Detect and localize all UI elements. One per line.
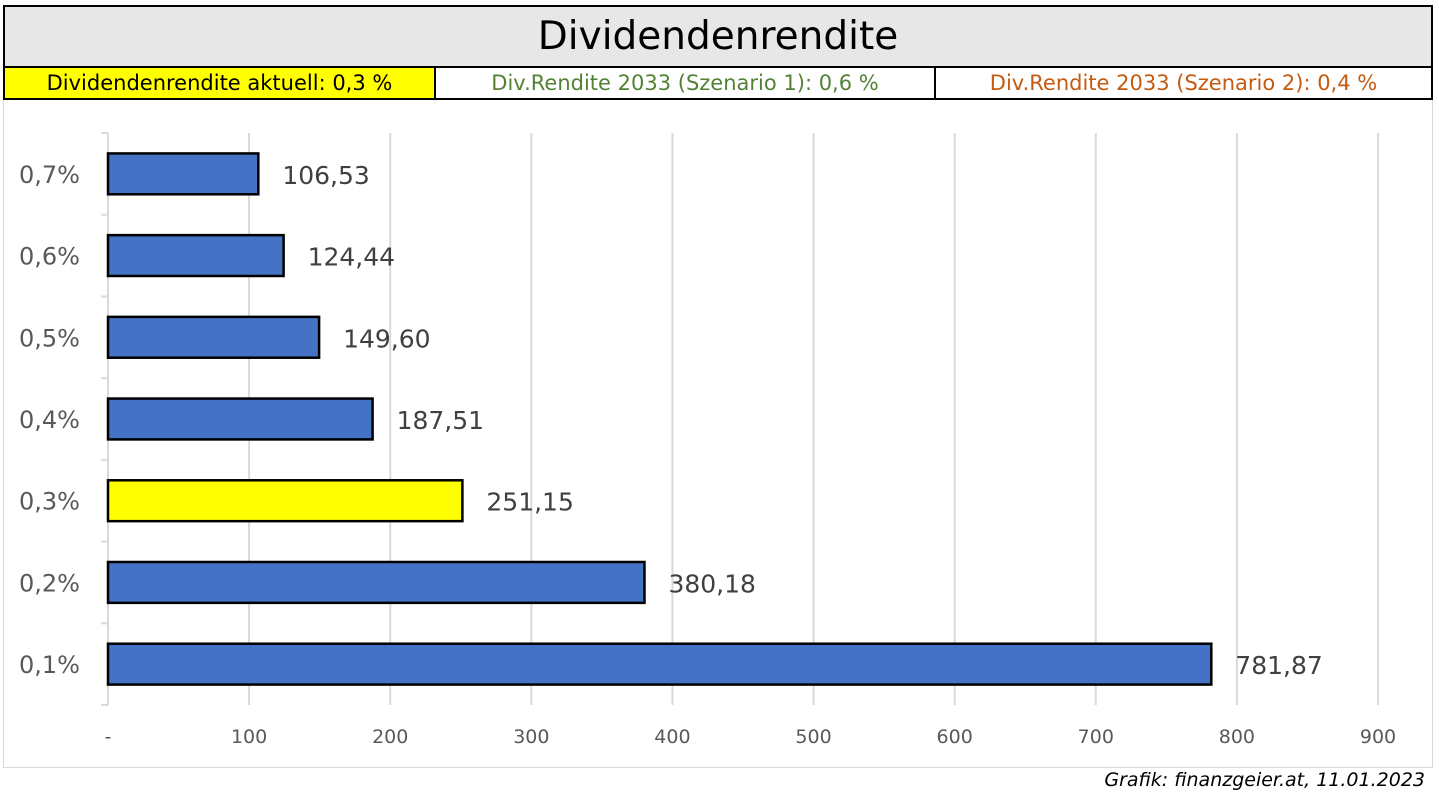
x-tick-label: 600	[937, 726, 973, 748]
x-tick-label: 900	[1360, 726, 1396, 748]
data-label: 106,53	[282, 161, 369, 190]
data-label: 149,60	[343, 324, 430, 353]
bar	[106, 642, 1213, 686]
bar	[106, 315, 321, 359]
x-tick-label: 800	[1219, 726, 1255, 748]
bar-chart: - 100 200 300 400 500 600 700 800 900 0,7% 106,53 0,…	[19, 132, 1396, 748]
plot-frame	[3, 100, 1433, 768]
bar	[106, 479, 464, 523]
bar	[106, 560, 646, 605]
category-label: 0,1%	[19, 651, 80, 679]
x-tick-label: 100	[231, 726, 267, 748]
scenario2-yield-label: Div.Rendite 2033 (Szenario 2): 0,4 %	[934, 68, 1431, 98]
current-yield-label: Dividendenrendite aktuell: 0,3 %	[5, 68, 434, 98]
x-tick-label: 300	[513, 726, 549, 748]
bar	[106, 397, 374, 441]
data-label: 124,44	[308, 243, 395, 272]
info-row: Dividendenrendite aktuell: 0,3 % Div.Ren…	[3, 66, 1433, 100]
category-label: 0,7%	[19, 161, 80, 189]
bar	[106, 152, 260, 196]
scenario1-yield-label: Div.Rendite 2033 (Szenario 1): 0,6 %	[434, 68, 934, 98]
data-label: 251,15	[486, 488, 573, 517]
category-label: 0,2%	[19, 569, 80, 597]
x-tick-label: 200	[372, 726, 408, 748]
category-label: 0,4%	[19, 406, 80, 434]
category-label: 0,6%	[19, 243, 80, 271]
x-tick-label: -	[105, 726, 112, 748]
data-label: 380,18	[668, 569, 755, 598]
category-label: 0,5%	[19, 324, 80, 352]
chart-title: Dividendenrendite	[3, 5, 1433, 66]
category-label: 0,3%	[19, 488, 80, 516]
x-tick-label: 500	[795, 726, 831, 748]
data-label: 187,51	[397, 406, 484, 435]
x-tick-label: 700	[1078, 726, 1114, 748]
data-label: 781,87	[1235, 651, 1322, 680]
bar	[106, 233, 285, 278]
x-tick-label: 400	[654, 726, 690, 748]
source-credit: Grafik: finanzgeier.at, 11.01.2023	[1104, 769, 1425, 791]
